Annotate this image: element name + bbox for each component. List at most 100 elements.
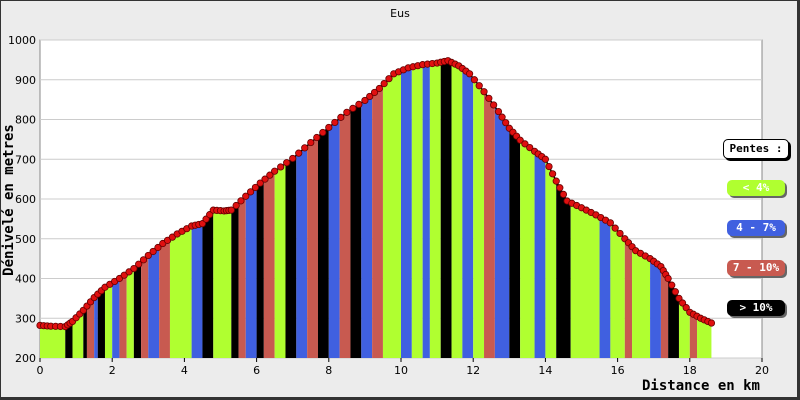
profile-point <box>331 118 339 127</box>
profile-point <box>675 294 683 302</box>
legend-title: Pentes : <box>723 139 789 159</box>
profile-point <box>349 104 357 112</box>
slope-band <box>256 60 264 358</box>
slope-band <box>509 60 521 358</box>
slope-band <box>411 60 423 358</box>
profile-point <box>144 251 152 260</box>
profile-point <box>301 144 309 152</box>
profile-point <box>541 155 550 163</box>
profile-point <box>526 143 534 152</box>
legend-item: < 4% <box>727 180 785 196</box>
profile-point <box>289 154 297 163</box>
x-tick-label: 14 <box>538 364 552 377</box>
slope-band <box>238 60 246 358</box>
profile-point <box>307 138 315 147</box>
slope-band <box>534 60 546 358</box>
slope-band <box>339 60 351 358</box>
profile-point <box>325 123 333 132</box>
profile-point <box>559 190 568 198</box>
profile-point <box>256 179 264 187</box>
x-tick-label: 16 <box>611 364 625 377</box>
profile-point <box>232 201 240 210</box>
profile-point <box>485 94 493 102</box>
slope-band <box>307 60 318 358</box>
profile-point <box>242 192 250 200</box>
profile-point <box>465 70 474 78</box>
slope-band <box>545 60 557 358</box>
profile-point <box>295 149 303 157</box>
slope-band <box>451 60 463 358</box>
slope-band <box>462 60 474 358</box>
profile-point <box>271 167 279 175</box>
profile-point <box>671 288 679 296</box>
slope-band <box>263 60 275 358</box>
slope-band <box>231 60 239 358</box>
profile-point <box>319 128 327 137</box>
profile-point <box>120 271 128 279</box>
slope-band <box>245 60 257 358</box>
slope-band <box>350 60 362 358</box>
y-tick-label: 300 <box>15 312 36 325</box>
profile-point <box>261 175 269 183</box>
profile-point <box>343 108 351 116</box>
slope-band <box>296 60 308 358</box>
x-tick-label: 18 <box>683 364 697 377</box>
profile-point <box>616 229 624 238</box>
profile-point <box>549 170 557 178</box>
x-tick-label: 0 <box>37 364 44 377</box>
y-tick-label: 400 <box>15 273 36 286</box>
profile-point <box>556 184 564 192</box>
profile-point <box>115 274 124 283</box>
profile-point <box>313 133 321 142</box>
slope-band <box>382 60 401 358</box>
y-tick-label: 500 <box>15 233 36 246</box>
legend-item: 7 - 10% <box>727 260 785 276</box>
profile-point <box>545 162 553 171</box>
profile-point <box>125 268 133 276</box>
profile-point <box>521 140 529 148</box>
slope-band <box>328 60 340 358</box>
profile-point <box>682 304 690 312</box>
profile-point <box>475 82 483 90</box>
profile-point <box>266 171 274 179</box>
profile-point <box>366 92 374 101</box>
profile-point <box>135 260 143 268</box>
slope-band <box>440 60 452 358</box>
profile-point <box>130 264 138 273</box>
legend-item: 4 - 7% <box>727 220 785 236</box>
slope-band <box>401 60 412 358</box>
profile-point <box>611 224 619 232</box>
x-tick-label: 10 <box>394 364 408 377</box>
profile-point <box>668 281 676 289</box>
profile-point <box>707 319 716 327</box>
profile-point <box>552 177 560 185</box>
y-tick-label: 200 <box>15 352 36 365</box>
slope-band <box>494 60 510 358</box>
slope-band <box>274 60 286 358</box>
x-axis-label: Distance en km <box>641 378 760 394</box>
profile-point <box>606 219 614 227</box>
slope-band <box>372 60 383 358</box>
slope-band <box>361 60 373 358</box>
profile-point <box>355 100 363 108</box>
profile-point <box>149 247 157 256</box>
profile-point <box>678 299 687 307</box>
slope-band <box>317 60 329 358</box>
y-tick-label: 1000 <box>8 34 36 47</box>
y-axis-ticks: 200 300 400 500 600 700 800 900 1000 <box>8 34 36 365</box>
profile-point <box>380 79 388 88</box>
slope-band <box>429 60 441 358</box>
profile-point <box>237 197 245 205</box>
profile-point <box>370 88 379 97</box>
profile-point <box>498 113 506 121</box>
profile-point <box>277 163 285 171</box>
profile-point <box>664 274 672 283</box>
x-tick-label: 4 <box>181 364 188 377</box>
chart-title: Eus <box>390 7 410 20</box>
y-tick-label: 800 <box>15 114 36 127</box>
x-axis-ticks: 0 2 4 6 8 10 12 14 16 18 20 <box>37 358 769 377</box>
slope-band <box>484 60 495 358</box>
y-tick-label: 900 <box>15 74 36 87</box>
slope-band <box>422 60 430 358</box>
